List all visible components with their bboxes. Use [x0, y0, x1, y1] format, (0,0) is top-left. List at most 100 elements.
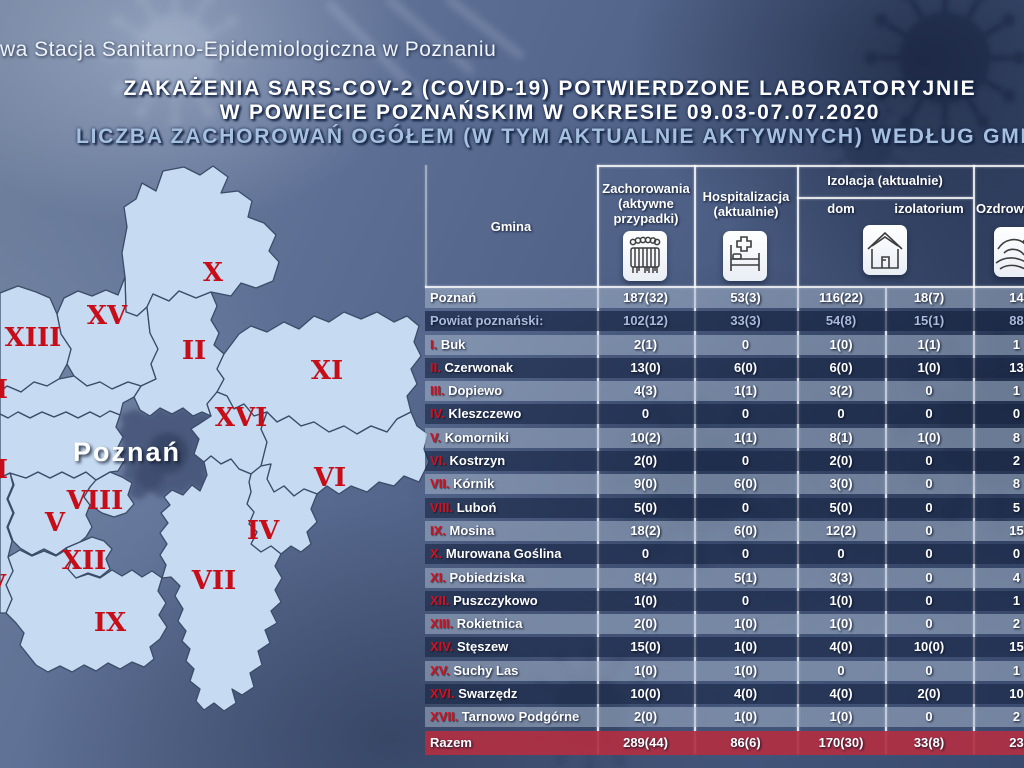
- value-cell: 0: [641, 546, 650, 562]
- region-xii-puszczykowo: [65, 536, 113, 579]
- value-cell: 116(22): [818, 290, 864, 305]
- column-header-hospitalizacja: Hospitalizacja (aktualnie): [702, 189, 790, 219]
- value-cell: 3(3): [829, 569, 853, 585]
- value-cell: 2(0): [633, 709, 658, 725]
- value-cell: 18(7): [913, 290, 945, 305]
- value-cell: 289(44): [623, 734, 668, 750]
- region-x-murowana-goslina: [121, 165, 280, 317]
- map-label-iv: IV: [247, 516, 280, 546]
- value-cell: 1(0): [829, 336, 853, 352]
- gmina-name-cell: XII. Puszczykowo: [425, 591, 597, 611]
- gmina-name: Czerwonak: [444, 359, 514, 375]
- gmina-name: Swarzędz: [458, 686, 518, 702]
- gmina-name: Suchy Las: [453, 662, 519, 678]
- value-cell: 0: [741, 499, 750, 515]
- bulletin-title: ZAKAŻENIA SARS-COV-2 (COVID-19) POTWIERD…: [0, 77, 1024, 149]
- table-border-top: [597, 165, 1024, 167]
- gmina-name-cell: X. Murowana Goślina: [425, 544, 597, 564]
- value-cell: 1(1): [733, 429, 758, 445]
- value-cell: 1(0): [733, 616, 758, 632]
- title-line-1: ZAKAŻENIA SARS-COV-2 (COVID-19) POTWIERD…: [123, 77, 977, 100]
- value-cell: 0: [741, 406, 750, 422]
- value-cell: 13: [1009, 359, 1024, 375]
- title-line-3: LICZBA ZACHOROWAŃ OGÓŁEM (W TYM AKTUALNI…: [76, 125, 1024, 148]
- map-label-poznan-city: Poznań: [73, 437, 181, 467]
- value-cell: 1: [1012, 592, 1021, 608]
- value-cell: 2: [1012, 709, 1021, 725]
- izolacja-subheader-divider: [797, 197, 973, 199]
- gmina-name-cell: XV. Suchy Las: [425, 661, 597, 681]
- value-cell: 0: [925, 616, 933, 632]
- value-cell: 2(0): [829, 453, 853, 469]
- value-cell: 6(0): [733, 476, 758, 492]
- value-cell: 102(12): [623, 313, 668, 329]
- table-row: XIV. Stęszew 15(0) 1(0) 4(0) 10(0) 15: [425, 637, 1024, 658]
- value-cell: 15: [1009, 639, 1024, 655]
- value-cell: 6(0): [733, 522, 758, 538]
- gmina-roman-numeral: IV.: [430, 406, 449, 422]
- table-body: Poznań 187(32) 53(3) 116(22) 18(7) 14 Powiat p…: [425, 288, 1024, 755]
- table-row: XII. Puszczykowo 1(0) 0 1(0) 0 1: [425, 590, 1024, 611]
- gmina-regions: [0, 165, 430, 712]
- value-cell: 1(0): [917, 359, 941, 375]
- value-cell: 23: [1009, 734, 1024, 750]
- gmina-name: Razem: [430, 734, 472, 750]
- gmina-name: Luboń: [456, 499, 497, 515]
- value-cell: 2(1): [633, 336, 658, 352]
- table-border-left: [425, 165, 427, 288]
- map-label-ix: IX: [94, 608, 127, 638]
- gmina-roman-numeral: XV.: [430, 662, 454, 678]
- table-row: XVII. Tarnowo Podgórne 2(0) 1(0) 1(0) 0 2: [425, 707, 1024, 728]
- gmina-name: Komorniki: [444, 429, 509, 445]
- value-cell: 88: [1009, 313, 1024, 329]
- gmina-name: Dopiewo: [448, 383, 503, 399]
- value-cell: 0: [925, 662, 933, 678]
- gmina-name-cell: VII. Kórnik: [425, 474, 597, 494]
- table-row: II. Czerwonak 13(0) 6(0) 6(0) 1(0) 13: [425, 357, 1024, 378]
- gmina-name: Tarnowo Podgórne: [461, 709, 580, 725]
- value-cell: 0: [741, 546, 750, 562]
- station-name: wa Stacja Sanitarno-Epidemiologiczna w P…: [0, 38, 497, 61]
- gmina-name: Puszczykowo: [453, 592, 538, 608]
- gmina-name-cell: VI. Kostrzyn: [425, 451, 597, 471]
- gmina-roman-numeral: XIII.: [430, 616, 457, 632]
- table-row: XVI. Swarzędz 10(0) 4(0) 4(0) 2(0) 10: [425, 684, 1024, 705]
- value-cell: 0: [925, 453, 933, 469]
- value-cell: 0: [741, 453, 750, 469]
- value-cell: 1(1): [917, 336, 941, 352]
- value-cell: 3(2): [829, 383, 853, 399]
- value-cell: 1(0): [733, 662, 758, 678]
- value-cell: 1(0): [733, 709, 758, 725]
- gmina-name-cell: Poznań: [425, 288, 597, 308]
- table-row: X. Murowana Goślina 0 0 0 0 0: [425, 544, 1024, 565]
- gmina-roman-numeral: III.: [430, 383, 449, 399]
- value-cell: 4(0): [829, 639, 853, 655]
- gmina-name-cell: XVII. Tarnowo Podgórne: [425, 707, 597, 727]
- table-row: Powiat poznański: 102(12) 33(3) 54(8) 15(1) 8…: [425, 311, 1024, 332]
- table-row: VI. Kostrzyn 2(0) 0 2(0) 0 2: [425, 451, 1024, 472]
- gmina-name: Pobiedziska: [449, 569, 525, 585]
- value-cell: 15: [1009, 522, 1024, 538]
- value-cell: 1(0): [829, 709, 853, 725]
- gmina-roman-numeral: V.: [430, 429, 445, 445]
- value-cell: 9(0): [633, 476, 658, 492]
- map-label-vi: VI: [313, 463, 346, 493]
- value-cell: 8: [1012, 429, 1021, 445]
- hospital-bed-icon: [723, 231, 767, 281]
- gmina-name-cell: IX. Mosina: [425, 521, 597, 541]
- gmina-name-cell: XI. Pobiedziska: [425, 568, 597, 588]
- header-bottom-divider: [425, 286, 1024, 288]
- column-header-dom: dom: [827, 201, 855, 216]
- region-west-edge-c: [0, 472, 14, 614]
- gmina-name-cell: II. Czerwonak: [425, 358, 597, 378]
- map-label-x: X: [203, 258, 224, 288]
- value-cell: 1: [1012, 383, 1021, 399]
- table-row: VII. Kórnik 9(0) 6(0) 3(0) 0 8: [425, 474, 1024, 495]
- gmina-roman-numeral: XVI.: [430, 686, 459, 702]
- value-cell: 2: [1012, 616, 1021, 632]
- gmina-name-cell: III. Dopiewo: [425, 381, 597, 401]
- value-cell: 0: [925, 592, 933, 608]
- gmina-name-cell: I. Buk: [425, 335, 597, 355]
